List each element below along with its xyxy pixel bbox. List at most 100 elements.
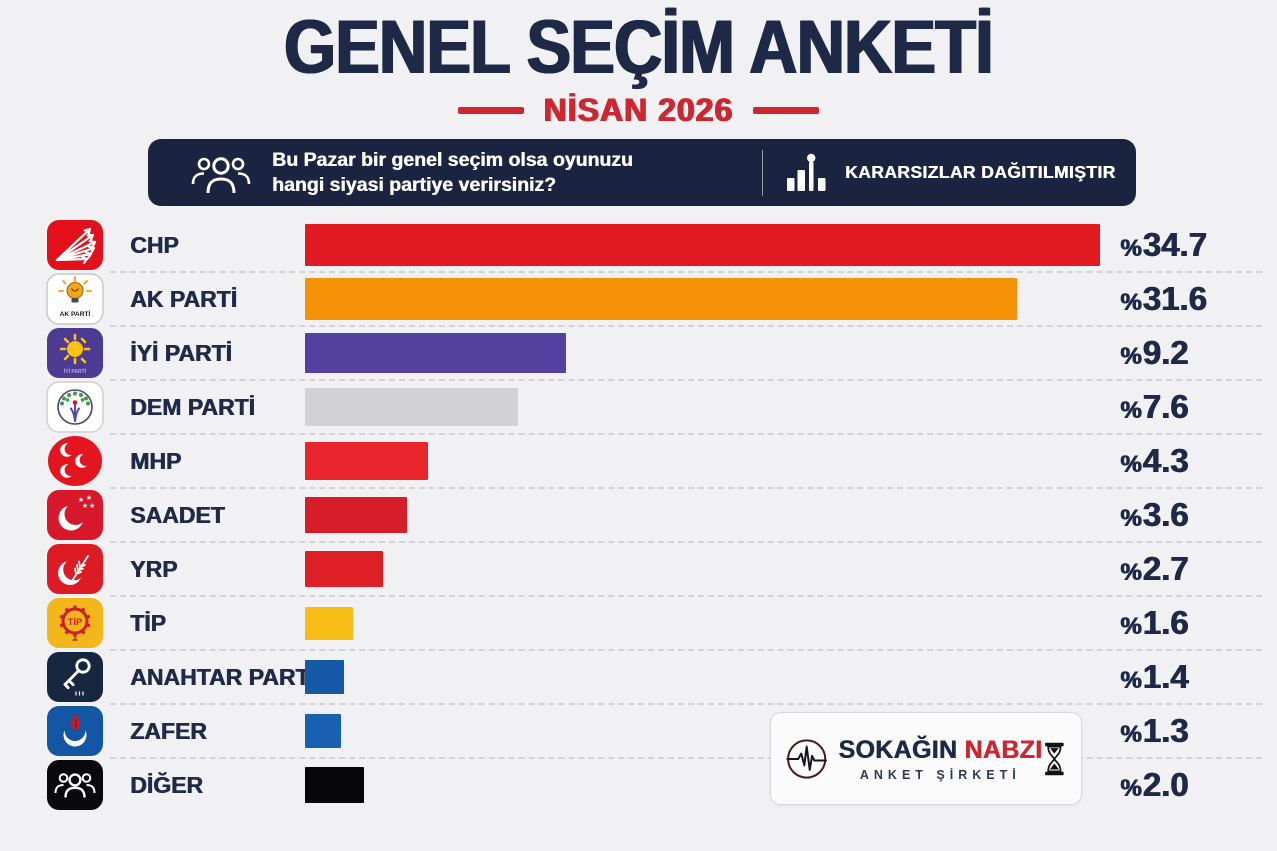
- undecided-note: KARARSIZLAR DAĞITILMIŞTIR: [845, 162, 1116, 182]
- party-value: %34.7: [1120, 226, 1207, 264]
- party-logo: [46, 219, 104, 271]
- party-value: %2.7: [1120, 550, 1188, 588]
- dem-parti-logo-icon: [46, 381, 104, 433]
- poll-results-list: CHP %34.7 AK PARTİ AK PARTİ %31.6: [46, 218, 1262, 812]
- pollster-brand-card: SOKAĞIN NABZI ANKET ŞİRKETİ: [770, 712, 1082, 805]
- party-name: SAADET: [130, 501, 225, 528]
- percent-sign: %: [1120, 667, 1142, 694]
- party-value: %1.6: [1120, 604, 1188, 642]
- party-bar: [305, 333, 566, 373]
- brand-tagline: ANKET ŞİRKETİ: [859, 767, 1021, 782]
- percent-sign: %: [1120, 397, 1142, 424]
- diger-logo-icon: [47, 760, 103, 810]
- party-name: DEM PARTİ: [130, 393, 255, 420]
- anahtar-parti-logo-icon: [47, 652, 103, 702]
- svg-text:TİP: TİP: [68, 617, 83, 628]
- percent-sign: %: [1120, 343, 1142, 370]
- hourglass-icon: [1045, 742, 1064, 775]
- party-name: YRP: [130, 555, 178, 582]
- tip-logo-icon: TİP: [47, 598, 103, 648]
- party-value: %7.6: [1120, 388, 1188, 426]
- value-number: 3.6: [1142, 496, 1189, 533]
- value-number: 1.3: [1142, 712, 1189, 749]
- subtitle-date: NİSAN 2026: [543, 92, 734, 128]
- percent-sign: %: [1120, 235, 1142, 262]
- party-name: MHP: [130, 447, 182, 474]
- pulse-icon: [786, 738, 828, 779]
- party-name: TİP: [130, 609, 166, 636]
- value-number: 31.6: [1142, 280, 1207, 317]
- party-name: CHP: [130, 231, 179, 258]
- iyi-parti-logo-icon: İYİ PARTİ: [47, 328, 103, 378]
- party-value: %2.0: [1120, 766, 1188, 804]
- percent-sign: %: [1120, 775, 1142, 802]
- party-bar: [305, 606, 353, 640]
- party-bar: [305, 442, 428, 480]
- party-value: %9.2: [1120, 334, 1188, 372]
- subtitle-dash-right: [753, 107, 820, 114]
- party-name: AK PARTİ: [130, 285, 237, 312]
- value-number: 4.3: [1142, 442, 1189, 479]
- chp-logo-icon: [47, 220, 103, 270]
- party-logo: İYİ PARTİ: [46, 327, 104, 379]
- party-value: %31.6: [1120, 280, 1207, 318]
- party-bar: [305, 714, 341, 748]
- party-bar: [305, 224, 1100, 266]
- party-logo: [46, 705, 104, 757]
- value-number: 2.7: [1142, 550, 1189, 587]
- question-banner: Bu Pazar bir genel seçim olsa oyunuzu ha…: [148, 139, 1136, 206]
- party-bar: [305, 660, 344, 694]
- party-logo: [46, 759, 104, 811]
- party-row: ★ ★ ★ ★ SAADET %3.6: [46, 488, 1262, 543]
- people-group-icon: [191, 156, 251, 193]
- party-logo: [46, 543, 104, 595]
- subtitle-dash-left: [457, 107, 524, 114]
- saadet-logo-icon: ★ ★★★: [47, 490, 103, 540]
- party-bar: [305, 278, 1017, 320]
- svg-text:★: ★: [86, 494, 92, 502]
- value-number: 7.6: [1142, 388, 1189, 425]
- party-bar: [305, 388, 518, 426]
- party-bar: [305, 497, 407, 533]
- brand-names: SOKAĞIN NABZI ANKET ŞİRKETİ: [838, 736, 1042, 782]
- svg-text:★: ★: [78, 496, 84, 504]
- party-name: ZAFER: [130, 717, 207, 744]
- party-logo: ★ ★ ★ ★: [46, 489, 104, 541]
- svg-text:AK PARTİ: AK PARTİ: [60, 310, 91, 318]
- svg-text:★: ★: [82, 502, 88, 510]
- poll-question: Bu Pazar bir genel seçim olsa oyunuzu ha…: [272, 148, 752, 198]
- percent-sign: %: [1120, 613, 1142, 640]
- svg-text:İYİ PARTİ: İYİ PARTİ: [64, 368, 87, 375]
- value-number: 9.2: [1142, 334, 1189, 371]
- party-row: MHP %4.3: [46, 434, 1262, 489]
- party-row: DİĞER %2.0: [46, 758, 1262, 812]
- poll-question-line2: hangi siyasi partiye verirsiniz?: [272, 173, 556, 196]
- party-bar: [305, 767, 364, 803]
- zafer-logo-icon: [47, 706, 103, 756]
- poll-question-line1: Bu Pazar bir genel seçim olsa oyunuzu: [272, 148, 633, 171]
- party-row: İYİ PARTİ İYİ PARTİ %9.2: [46, 326, 1262, 381]
- party-row: YRP %2.7: [46, 542, 1262, 597]
- party-value: %1.3: [1120, 712, 1188, 750]
- party-value: %3.6: [1120, 496, 1188, 534]
- party-logo: [46, 651, 104, 703]
- percent-sign: %: [1120, 289, 1142, 316]
- party-name: ANAHTAR PARTİ: [130, 663, 316, 690]
- party-row: TİP TİP %1.6: [46, 596, 1262, 651]
- party-row: ANAHTAR PARTİ %1.4: [46, 650, 1262, 705]
- party-row: CHP %34.7: [46, 218, 1262, 273]
- party-logo: [46, 381, 104, 433]
- party-row: ZAFER %1.3: [46, 704, 1262, 759]
- akparti-logo-icon: AK PARTİ: [46, 273, 104, 325]
- brand-name: SOKAĞIN NABZI: [838, 736, 1042, 765]
- party-logo: [46, 435, 104, 487]
- party-name: İYİ PARTİ: [130, 339, 232, 366]
- party-value: %4.3: [1120, 442, 1188, 480]
- percent-sign: %: [1120, 505, 1142, 532]
- party-bar: [305, 551, 383, 587]
- party-row: DEM PARTİ %7.6: [46, 380, 1262, 435]
- party-row: AK PARTİ AK PARTİ %31.6: [46, 272, 1262, 327]
- subtitle-row: NİSAN 2026: [0, 92, 1277, 129]
- party-logo: AK PARTİ: [46, 273, 104, 325]
- value-number: 1.6: [1142, 604, 1189, 641]
